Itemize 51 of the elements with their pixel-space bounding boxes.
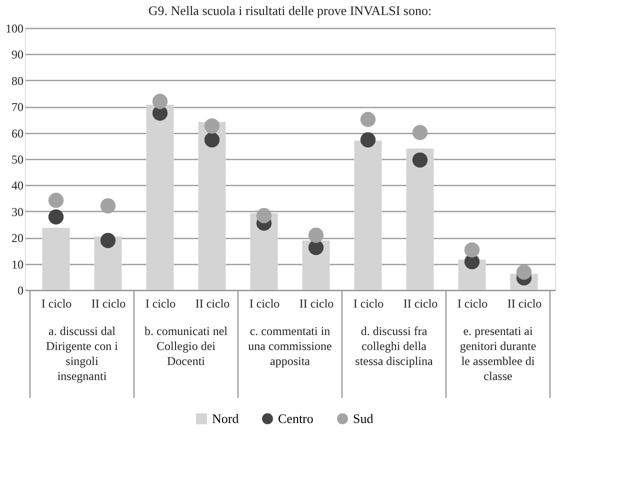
- y-tick-label: 20: [12, 231, 24, 246]
- point: [100, 198, 116, 214]
- point: [360, 132, 376, 148]
- y-tick-label: 50: [12, 152, 24, 166]
- point: [516, 264, 532, 280]
- point: [412, 124, 428, 140]
- legend-label: Centro: [278, 410, 314, 426]
- point: [412, 152, 428, 168]
- point: [308, 228, 324, 243]
- x-tick-label: I ciclo: [457, 296, 488, 310]
- chart-title: G9. Nella scuola i risultati delle prove INVALSI sono:: [148, 3, 432, 18]
- point: [48, 192, 64, 208]
- text: c. commentati in una commissione apposita: [248, 324, 332, 368]
- text: e. presentati ai genitori durante le assemblee di classe: [460, 324, 536, 383]
- point: [464, 242, 480, 258]
- bar: [146, 104, 174, 290]
- legend-label: Sud: [353, 410, 374, 426]
- y-tick-label: 0: [18, 284, 24, 298]
- text: a. discussi dal Dirigente con i singoli insegnanti: [46, 324, 119, 383]
- y-tick-label: 80: [12, 74, 24, 88]
- y-tick-label: 40: [12, 178, 24, 193]
- point: [48, 209, 64, 224]
- text: b. comunicati nel Collegio dei Docenti: [144, 324, 228, 368]
- point: [360, 112, 376, 128]
- text: d. discussi fra colleghi della stessa disciplina: [355, 324, 434, 368]
- x-tick-label: II ciclo: [403, 296, 438, 310]
- x-tick-label: II ciclo: [195, 296, 230, 310]
- y-tick-label: 90: [12, 48, 24, 62]
- legend-label: Nord: [212, 410, 240, 426]
- x-tick-label: I ciclo: [145, 296, 176, 310]
- point: [152, 94, 168, 109]
- y-tick-label: 10: [12, 257, 24, 272]
- x-tick-label: I ciclo: [249, 296, 280, 310]
- point: [204, 118, 220, 134]
- x-tick-label: I ciclo: [353, 296, 384, 310]
- x-tick-label: II ciclo: [299, 296, 334, 310]
- y-tick-label: 30: [12, 204, 24, 219]
- y-tick-label: 100: [6, 22, 24, 36]
- x-tick-label: II ciclo: [507, 296, 542, 310]
- bar: [354, 140, 382, 290]
- x-tick-label: I ciclo: [41, 296, 72, 310]
- bar: [42, 228, 70, 290]
- point: [256, 208, 272, 224]
- point: [204, 132, 220, 148]
- bar: [198, 122, 226, 290]
- y-tick-label: 60: [12, 126, 24, 140]
- point: [308, 240, 324, 256]
- bar: [406, 148, 434, 290]
- y-tick-label: 70: [12, 100, 24, 114]
- point: [100, 232, 116, 248]
- x-tick-label: II ciclo: [91, 296, 126, 310]
